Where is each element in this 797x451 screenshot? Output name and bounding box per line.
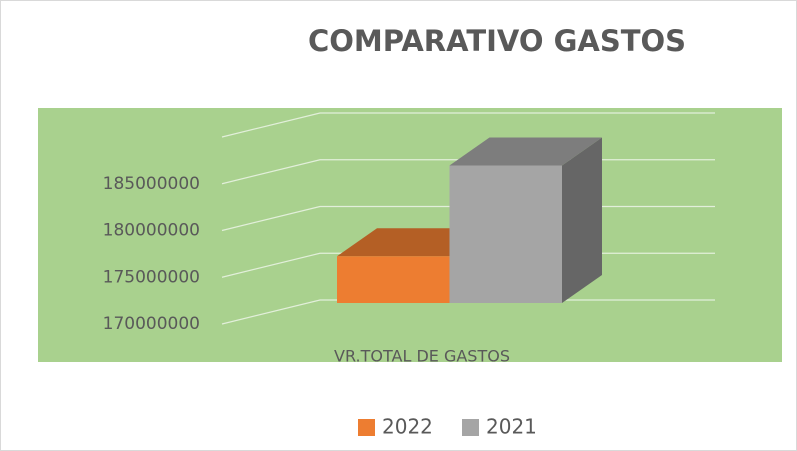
legend-label: 2022 [382, 415, 433, 439]
y-tick-label: 180000000 [103, 221, 200, 241]
bar [449, 137, 602, 303]
bar-front [449, 165, 562, 303]
wall-top-edge [221, 112, 715, 138]
chart-title: COMPARATIVO GASTOS [308, 24, 686, 58]
y-tick-label: 170000000 [103, 314, 200, 334]
y-tick-label: 175000000 [103, 267, 200, 287]
y-tick-label: 185000000 [103, 174, 200, 194]
bar-front [337, 256, 450, 303]
grid-line [221, 299, 715, 325]
bar-side [562, 137, 602, 303]
legend-swatch [462, 419, 479, 436]
bar-top [449, 137, 602, 166]
legend-swatch [358, 419, 375, 436]
x-tick-label: VR.TOTAL DE GASTOS [334, 347, 510, 366]
legend-label: 2021 [486, 415, 537, 439]
